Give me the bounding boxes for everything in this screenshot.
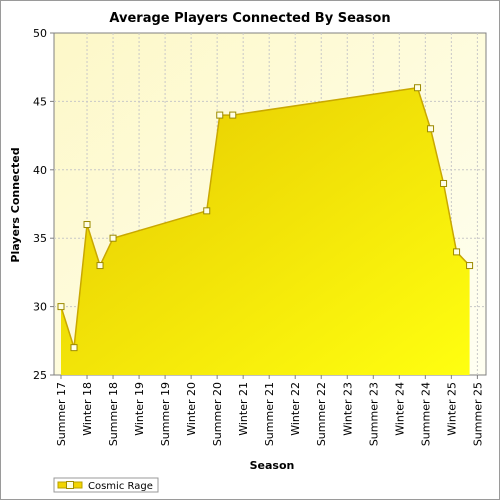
data-point: [440, 179, 448, 187]
x-tick-label: Winter 25: [445, 382, 458, 436]
data-point: [414, 84, 422, 92]
data-points-layer: [57, 84, 474, 352]
x-tick-label: Summer 25: [471, 382, 484, 446]
y-tick-label: 50: [33, 27, 47, 40]
y-tick-label: 45: [33, 95, 47, 108]
data-point: [229, 111, 237, 119]
legend-marker-icon: [66, 481, 74, 489]
legend-label: Cosmic Rage: [88, 481, 153, 492]
x-tick-label: Summer 23: [367, 382, 380, 446]
x-tick-label: Winter 23: [341, 382, 354, 436]
legend: Cosmic Rage: [53, 477, 159, 493]
y-axis-title: Players Connected: [9, 147, 22, 262]
y-tick-label: 30: [33, 301, 47, 314]
x-tick-label: Winter 19: [133, 382, 146, 436]
x-tick-label: Winter 22: [289, 382, 302, 436]
y-tick-label: 25: [33, 369, 47, 382]
y-tick-label: 40: [33, 164, 47, 177]
x-tick-label: Winter 18: [81, 382, 94, 436]
x-tick-label: Summer 19: [159, 382, 172, 446]
x-tick-label: Summer 24: [419, 382, 432, 446]
y-tick-label: 35: [33, 232, 47, 245]
data-point: [70, 344, 78, 352]
data-point: [203, 207, 211, 215]
x-tick-label: Winter 20: [185, 382, 198, 436]
x-axis-title: Season: [250, 459, 295, 472]
data-point: [466, 262, 474, 270]
data-point: [453, 248, 461, 256]
data-point: [96, 262, 104, 270]
x-tick-label: Summer 21: [263, 382, 276, 446]
data-point: [427, 125, 435, 133]
x-tick-label: Winter 21: [237, 382, 250, 436]
chart-title: Average Players Connected By Season: [109, 11, 390, 26]
x-tick-label: Summer 22: [315, 382, 328, 446]
data-point: [109, 234, 117, 242]
x-tick-label: Winter 24: [393, 382, 406, 436]
y-axis-ticks: 25 30 35 40 45 50: [33, 27, 54, 382]
series-area: [61, 87, 470, 375]
data-point: [83, 221, 91, 229]
x-tick-label: Summer 20: [211, 382, 224, 446]
data-point: [57, 303, 65, 311]
x-axis-ticks: Summer 17 Winter 18 Summer 18 Winter 19 Summ…: [55, 375, 484, 446]
x-tick-label: Summer 17: [55, 382, 68, 446]
x-tick-label: Summer 18: [107, 382, 120, 446]
data-point: [216, 111, 224, 119]
